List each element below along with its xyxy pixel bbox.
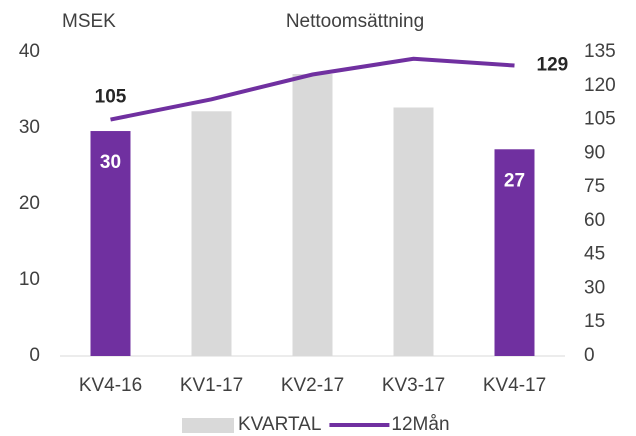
x-tick-label: KV2-17 (281, 375, 344, 396)
chart-title: Nettoomsättning (286, 11, 424, 32)
y-tick-label: 40 (19, 41, 40, 62)
y2-tick-label: 105 (584, 109, 616, 130)
bar (393, 107, 434, 356)
x-tick-label: KV4-16 (79, 375, 142, 396)
data-label: 105 (95, 87, 127, 108)
y2-tick-label: 75 (584, 176, 605, 197)
x-tick-label: KV4-17 (483, 375, 546, 396)
line (110, 56, 515, 122)
bar (191, 111, 232, 356)
y2-tick-label: 45 (584, 244, 605, 265)
data-label: 30 (100, 152, 121, 173)
data-label: 129 (537, 55, 569, 76)
data-label: 27 (504, 170, 525, 191)
y2-tick-label: 30 (584, 277, 605, 298)
y-axis-label: MSEK (62, 11, 116, 32)
y-tick-label: 10 (19, 269, 40, 290)
legend-label: 12Mån (391, 414, 449, 435)
legend-label: KVARTAL (238, 414, 321, 435)
y2-tick-label: 0 (584, 345, 595, 366)
y2-tick-label: 120 (584, 75, 616, 96)
y2-tick-label: 90 (584, 142, 605, 163)
bar (494, 149, 535, 356)
x-tick-label: KV3-17 (382, 375, 445, 396)
x-tick-label: KV1-17 (180, 375, 243, 396)
bar (292, 74, 333, 356)
y-tick-label: 0 (29, 345, 40, 366)
y2-tick-label: 15 (584, 311, 605, 332)
legend-swatch (182, 418, 234, 433)
y2-tick-label: 60 (584, 210, 605, 231)
bar (90, 131, 131, 356)
y2-tick-label: 135 (584, 41, 616, 62)
y-tick-label: 20 (19, 193, 40, 214)
y-tick-label: 30 (19, 117, 40, 138)
